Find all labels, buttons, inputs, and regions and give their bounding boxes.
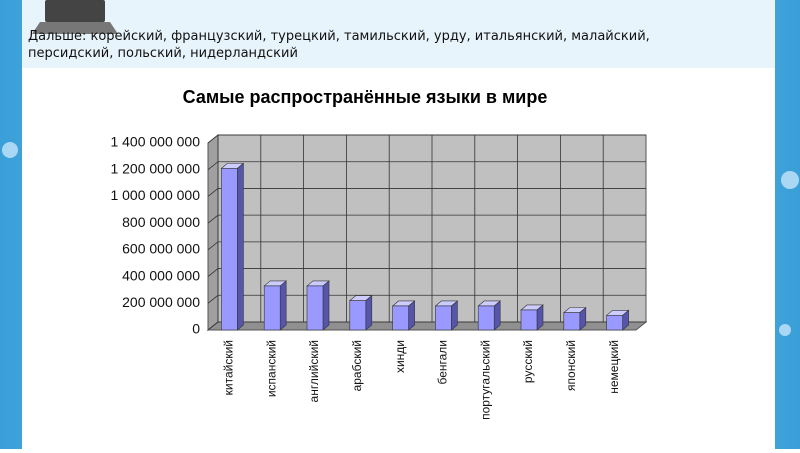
bar bbox=[435, 305, 452, 331]
y-tick-label: 800 000 000 bbox=[122, 214, 200, 230]
bar-side bbox=[237, 162, 244, 331]
side-wall bbox=[207, 133, 219, 332]
bar bbox=[606, 315, 623, 331]
x-tick-label: китайский bbox=[222, 340, 236, 395]
grid-line bbox=[207, 321, 646, 331]
x-tick-label: арабский bbox=[350, 340, 364, 391]
bar bbox=[520, 309, 538, 331]
bar bbox=[477, 305, 495, 331]
bar-side bbox=[322, 280, 330, 331]
bar-side bbox=[365, 294, 373, 331]
y-tick-label: 1 000 000 000 bbox=[110, 187, 200, 203]
grid-line bbox=[207, 268, 646, 277]
y-tick-label: 400 000 000 bbox=[122, 267, 200, 283]
grid-line bbox=[207, 134, 646, 144]
bar-side bbox=[408, 300, 415, 331]
x-tick-label: португальский bbox=[478, 340, 492, 420]
x-tick-label: русский bbox=[521, 340, 535, 383]
grid-line bbox=[207, 241, 646, 251]
laptop-icon bbox=[32, 0, 118, 34]
grid-line bbox=[207, 294, 646, 304]
bubble bbox=[779, 324, 791, 336]
bar bbox=[392, 305, 409, 331]
bar-side bbox=[451, 300, 458, 331]
bar bbox=[263, 285, 281, 331]
grid-line bbox=[207, 188, 646, 197]
x-tick-label: испанский bbox=[264, 340, 278, 397]
bar bbox=[306, 285, 324, 331]
y-tick-label: 200 000 000 bbox=[122, 294, 200, 310]
header-line: Дальше: корейский, французский, турецкий… bbox=[28, 29, 650, 44]
bar-side bbox=[493, 300, 501, 331]
bar bbox=[349, 300, 367, 331]
y-tick-label: 600 000 000 bbox=[122, 241, 200, 257]
y-tick-label: 1 200 000 000 bbox=[110, 160, 200, 176]
x-tick-label: немецкий bbox=[607, 340, 621, 394]
bubble bbox=[2, 142, 18, 158]
chart-title: Самые распространённые языки в мире bbox=[183, 87, 548, 107]
bubble bbox=[781, 171, 799, 189]
bar-side bbox=[279, 280, 287, 331]
y-tick-label: 1 400 000 000 bbox=[110, 134, 200, 150]
grid-line bbox=[207, 214, 646, 224]
bar bbox=[563, 312, 581, 331]
y-tick-label: 0 bbox=[192, 321, 200, 337]
x-tick-label: хинди bbox=[393, 340, 407, 373]
x-tick-label: английский bbox=[307, 340, 321, 402]
x-tick-label: бенгали bbox=[436, 340, 450, 385]
bar bbox=[221, 168, 238, 331]
grid-line bbox=[207, 161, 646, 171]
header-area bbox=[22, 0, 775, 68]
header-line: персидский, польский, нидерландский bbox=[28, 46, 298, 61]
x-tick-label: японский bbox=[564, 340, 578, 391]
